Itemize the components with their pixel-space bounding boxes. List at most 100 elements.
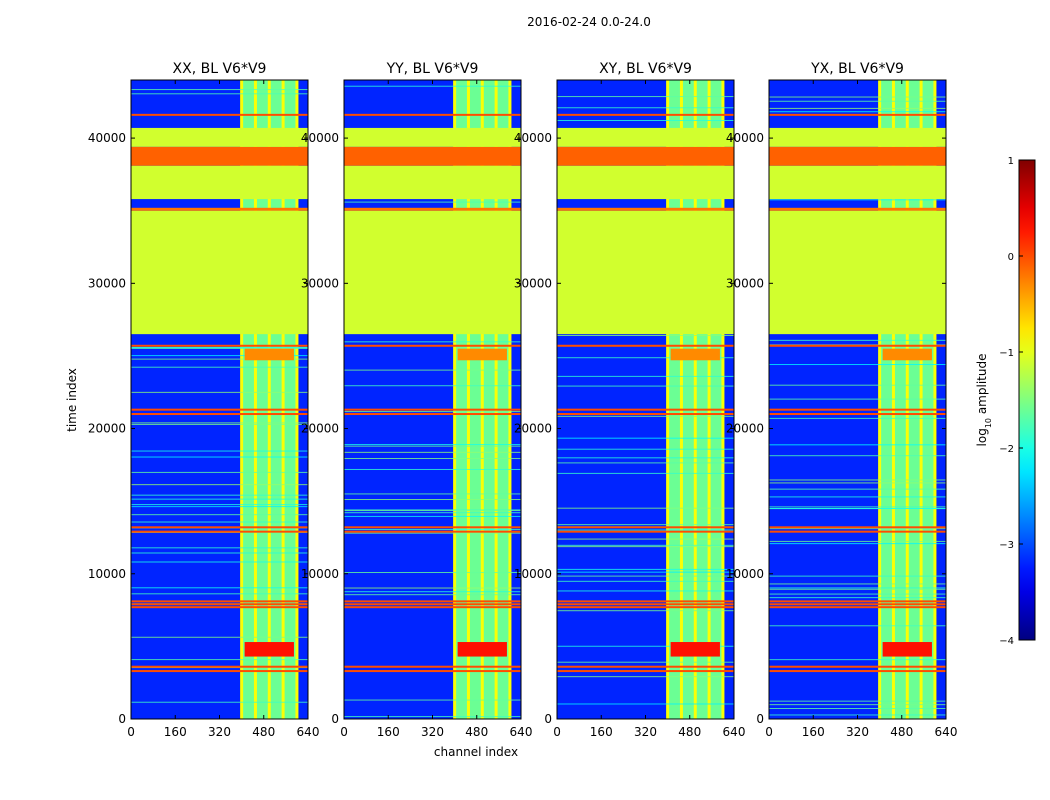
colorbar-tick-label: −1 <box>999 348 1014 359</box>
channel-line <box>508 80 512 719</box>
noise-line <box>131 456 308 458</box>
burst <box>457 642 507 657</box>
y-tick-label: 20000 <box>88 422 126 436</box>
colorbar-tick-label: 1 <box>1008 156 1014 167</box>
burst <box>882 348 932 361</box>
noise-line <box>131 659 308 661</box>
noise-line <box>557 538 734 540</box>
noise-line <box>131 504 308 506</box>
panel-2: YY, BL V6*V9 0 160 320 480 640 0 10000 20000 3000… <box>301 61 533 739</box>
stripe <box>131 526 308 529</box>
flagged-block <box>769 207 946 211</box>
noise-line <box>557 568 734 570</box>
stripe <box>131 665 308 668</box>
x-tick-label: 480 <box>678 725 701 739</box>
x-tick-label: 160 <box>164 725 187 739</box>
flagged-block <box>131 127 308 147</box>
noise-line <box>557 472 734 474</box>
noise-line <box>769 199 946 201</box>
noise-line <box>557 610 734 612</box>
noise-line <box>769 398 946 400</box>
panels: XX, BL V6*V9 0 160 320 480 640 0 10000 20000 3000… <box>88 61 958 739</box>
noise-line <box>769 507 946 509</box>
noise-line <box>557 334 734 336</box>
noise-line <box>769 506 946 508</box>
y-tick-label: 10000 <box>301 567 339 581</box>
heatmap-image <box>557 80 734 719</box>
noise-line <box>557 546 734 548</box>
panel-title: XX, BL V6*V9 <box>173 61 267 77</box>
noise-line <box>131 521 308 523</box>
x-tick-label: 640 <box>935 725 958 739</box>
colorbar-tick-label: −4 <box>999 636 1014 647</box>
noise-line <box>769 588 946 590</box>
noise-line <box>557 661 734 663</box>
y-tick-label: 10000 <box>88 567 126 581</box>
x-tick-label: 160 <box>377 725 400 739</box>
stripe <box>131 670 308 673</box>
stripe <box>557 606 734 609</box>
x-tick-label: 160 <box>590 725 613 739</box>
noise-line <box>131 593 308 595</box>
flagged-block <box>131 210 308 335</box>
noise-line <box>769 496 946 498</box>
figure-suptitle: 2016-02-24 0.0-24.0 <box>527 15 651 29</box>
noise-line <box>769 583 946 585</box>
y-tick-label: 0 <box>331 712 339 726</box>
noise-line <box>769 597 946 599</box>
noise-line <box>131 346 308 348</box>
channel-line <box>707 80 711 719</box>
stripe <box>131 113 308 116</box>
stripe <box>769 530 946 533</box>
noise-line <box>131 498 308 500</box>
noise-line <box>344 341 521 343</box>
noise-line <box>557 571 734 573</box>
x-tick-label: 480 <box>252 725 275 739</box>
stripe <box>557 670 734 673</box>
noise-line <box>769 543 946 545</box>
noise-line <box>131 547 308 549</box>
noise-line <box>769 417 946 419</box>
y-tick-label: 30000 <box>514 276 552 290</box>
stripe <box>769 408 946 411</box>
stripe <box>131 600 308 603</box>
noise-line <box>557 590 734 592</box>
stripe <box>344 344 521 347</box>
channel-line <box>253 80 257 719</box>
noise-line <box>769 111 946 113</box>
stripe <box>769 603 946 606</box>
noise-line <box>557 357 734 359</box>
x-tick-label: 320 <box>421 725 444 739</box>
noise-line <box>557 580 734 582</box>
noise-line <box>131 552 308 554</box>
noise-line <box>131 587 308 589</box>
stripe <box>769 526 946 529</box>
stripe <box>769 113 946 116</box>
noise-line <box>557 385 734 387</box>
noise-line <box>769 708 946 710</box>
panel-1: XX, BL V6*V9 0 160 320 480 640 0 10000 20000 3000… <box>88 61 320 739</box>
x-tick-label: 160 <box>802 725 825 739</box>
noise-line <box>344 457 521 459</box>
noise-line <box>344 411 521 413</box>
burst <box>244 348 294 361</box>
noise-line <box>769 444 946 446</box>
noise-line <box>769 700 946 702</box>
noise-line <box>769 384 946 386</box>
x-tick-label: 640 <box>297 725 320 739</box>
noise-line <box>131 494 308 496</box>
stripe <box>769 665 946 668</box>
stripe <box>557 413 734 416</box>
channel-line <box>295 80 299 719</box>
burst <box>882 642 932 657</box>
y-tick-label: 0 <box>544 712 552 726</box>
noise-line <box>344 385 521 387</box>
noise-line <box>131 355 308 357</box>
y-tick-label: 30000 <box>88 276 126 290</box>
stripe <box>769 606 946 609</box>
noise-line <box>344 515 521 517</box>
colorbar-label: log10 amplitude <box>975 354 993 447</box>
stripe <box>131 413 308 416</box>
noise-line <box>769 575 946 577</box>
noise-line <box>131 471 308 473</box>
